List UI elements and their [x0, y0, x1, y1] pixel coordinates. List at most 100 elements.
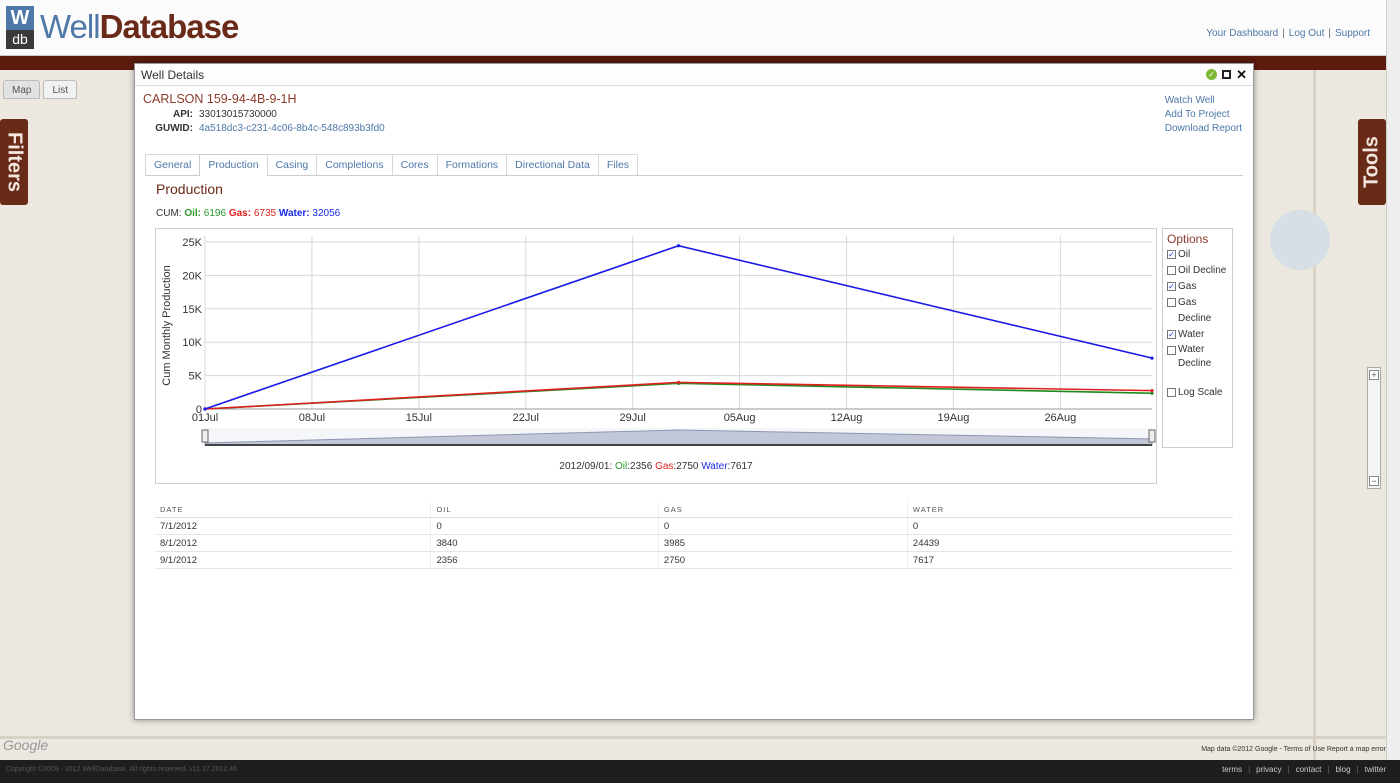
cell-gas: 0	[657, 517, 908, 535]
option-water-label: Water	[1178, 329, 1205, 340]
api-value: 33013015730000	[199, 109, 277, 120]
range-handle-left[interactable]	[201, 429, 209, 443]
production-chart[interactable]: 0 5K 10K 15K 20K 25K 01Jul 08Jul 15Jul 22Jul 29Jul…	[155, 228, 1157, 484]
option-water-decline[interactable]: Water Decline	[1167, 343, 1228, 371]
water-checkbox[interactable]: ✓	[1167, 330, 1176, 339]
tab-map[interactable]: Map	[3, 80, 41, 99]
zoom-out-button[interactable]: −	[1369, 476, 1379, 486]
cum-water-value: 32056	[312, 208, 341, 219]
tab-directional-data[interactable]: Directional Data	[506, 154, 599, 175]
point-water-value: :7617	[727, 461, 753, 472]
logo-icon[interactable]: W db	[6, 6, 34, 49]
refresh-icon[interactable]: ✓	[1206, 69, 1218, 80]
footer-contact-link[interactable]: contact	[1295, 765, 1322, 774]
chart-options-panel: Options ✓ Oil Oil Decline ✓ Gas Gas Declin…	[1162, 228, 1233, 448]
logo-text[interactable]: WellDatabase	[40, 7, 239, 47]
data-point-oil	[1150, 391, 1154, 395]
option-oil-decline-label: Oil Decline	[1178, 265, 1227, 276]
column-header-date[interactable]: DATE	[155, 502, 431, 518]
watch-well-link[interactable]: Watch Well	[1164, 95, 1215, 106]
column-header-gas[interactable]: GAS	[657, 502, 908, 518]
footer: Copyright ©2009 - 2012 WellDatabase. All…	[0, 760, 1400, 783]
google-logo: Google	[3, 737, 49, 753]
map-credit: Map data ©2012 Google - Terms of Use Rep…	[1201, 746, 1386, 753]
app-header: W db WellDatabase Your Dashboard | Log Out…	[0, 0, 1386, 56]
footer-links: terms | privacy | contact | blog | twitter	[1222, 765, 1386, 774]
footer-blog-link[interactable]: blog	[1335, 765, 1351, 774]
cumulative-summary: CUM: Oil: 6196 Gas: 6735 Water: 32056	[156, 208, 340, 219]
cell-date: 8/1/2012	[155, 534, 431, 552]
option-water[interactable]: ✓ Water	[1167, 327, 1228, 343]
tab-formations[interactable]: Formations	[436, 154, 508, 175]
map-zoom-control[interactable]: + −	[1367, 367, 1381, 489]
y-tick-label: 0	[196, 404, 202, 416]
download-report-link[interactable]: Download Report	[1164, 123, 1242, 134]
map-road	[0, 736, 1386, 739]
point-gas-value: :2750	[673, 461, 699, 472]
option-oil-decline[interactable]: Oil Decline	[1167, 263, 1228, 279]
tab-general[interactable]: General	[145, 154, 201, 175]
footer-privacy-link[interactable]: privacy	[1256, 765, 1282, 774]
chart-svg[interactable]: 0 5K 10K 15K 20K 25K 01Jul 08Jul 15Jul 22Jul 29Jul…	[156, 229, 1156, 483]
guwid-value[interactable]: 4a518dc3-c231-4c06-8b4c-548c893b3fd0	[199, 123, 385, 134]
option-gas[interactable]: ✓ Gas	[1167, 279, 1228, 295]
option-gas-decline[interactable]: Gas Decline	[1167, 295, 1228, 327]
support-link[interactable]: Support	[1334, 28, 1370, 39]
tab-production[interactable]: Production	[199, 154, 268, 176]
close-icon[interactable]: ✕	[1236, 67, 1247, 82]
log-scale-checkbox[interactable]	[1167, 388, 1176, 397]
cell-water: 24439	[906, 534, 1233, 552]
dialog-controls: ✓ ✕	[1206, 67, 1247, 82]
x-tick-label: 01Jul	[192, 412, 218, 424]
tab-casing[interactable]: Casing	[266, 154, 318, 175]
table-row: 8/1/2012 3840 3985 24439	[155, 534, 1233, 552]
data-point-gas	[1150, 389, 1154, 393]
guwid-label: GUWID:	[155, 123, 193, 134]
tab-files[interactable]: Files	[597, 154, 639, 175]
column-header-oil[interactable]: OIL	[430, 502, 659, 518]
x-tick-label: 19Aug	[938, 412, 970, 424]
tab-completions[interactable]: Completions	[316, 154, 393, 175]
cell-date: 9/1/2012	[155, 551, 431, 569]
maximize-icon[interactable]	[1222, 70, 1232, 79]
page-scrollbar[interactable]	[1386, 0, 1400, 760]
logo-w: W	[6, 6, 34, 30]
point-oil-label: Oil	[615, 461, 628, 472]
filters-tab[interactable]: Filters	[0, 119, 28, 205]
cell-oil: 0	[430, 517, 659, 535]
x-tick-label: 22Jul	[513, 412, 539, 424]
gas-decline-checkbox[interactable]	[1167, 298, 1176, 307]
tools-tab[interactable]: Tools	[1358, 119, 1386, 205]
zoom-in-button[interactable]: +	[1369, 370, 1379, 380]
cell-gas: 3985	[657, 534, 908, 552]
cum-gas-value: 6735	[253, 208, 277, 219]
x-tick-label: 08Jul	[299, 412, 325, 424]
x-tick-label: 26Aug	[1044, 412, 1076, 424]
production-table: DATE OIL GAS WATER 7/1/2012 0 0 0 8/1/20…	[155, 502, 1233, 569]
footer-terms-link[interactable]: terms	[1222, 765, 1243, 774]
y-tick-label: 15K	[182, 304, 202, 316]
water-decline-checkbox[interactable]	[1167, 346, 1176, 355]
table-row: 7/1/2012 0 0 0	[155, 517, 1233, 535]
gas-checkbox[interactable]: ✓	[1167, 282, 1176, 291]
dashboard-link[interactable]: Your Dashboard	[1206, 28, 1279, 39]
tab-cores[interactable]: Cores	[391, 154, 438, 175]
cell-gas: 2750	[657, 551, 908, 569]
tab-list[interactable]: List	[43, 80, 78, 99]
column-header-water[interactable]: WATER	[906, 502, 1233, 518]
options-title: Options	[1167, 232, 1209, 246]
cell-oil: 2356	[430, 551, 659, 569]
add-to-project-link[interactable]: Add To Project	[1164, 109, 1230, 120]
option-log-scale[interactable]: Log Scale	[1167, 385, 1228, 401]
range-handle-right[interactable]	[1148, 429, 1156, 443]
option-gas-decline-label: Gas Decline	[1178, 297, 1212, 324]
dialog-titlebar[interactable]: Well Details ✓ ✕	[135, 64, 1253, 86]
logout-link[interactable]: Log Out	[1288, 28, 1325, 39]
option-oil[interactable]: ✓ Oil	[1167, 247, 1228, 263]
oil-checkbox[interactable]: ✓	[1167, 250, 1176, 259]
cell-water: 0	[906, 517, 1233, 535]
cum-oil-value: 6196	[203, 208, 227, 219]
footer-twitter-link[interactable]: twitter	[1364, 765, 1386, 774]
dialog-title: Well Details	[141, 68, 205, 82]
oil-decline-checkbox[interactable]	[1167, 266, 1176, 275]
